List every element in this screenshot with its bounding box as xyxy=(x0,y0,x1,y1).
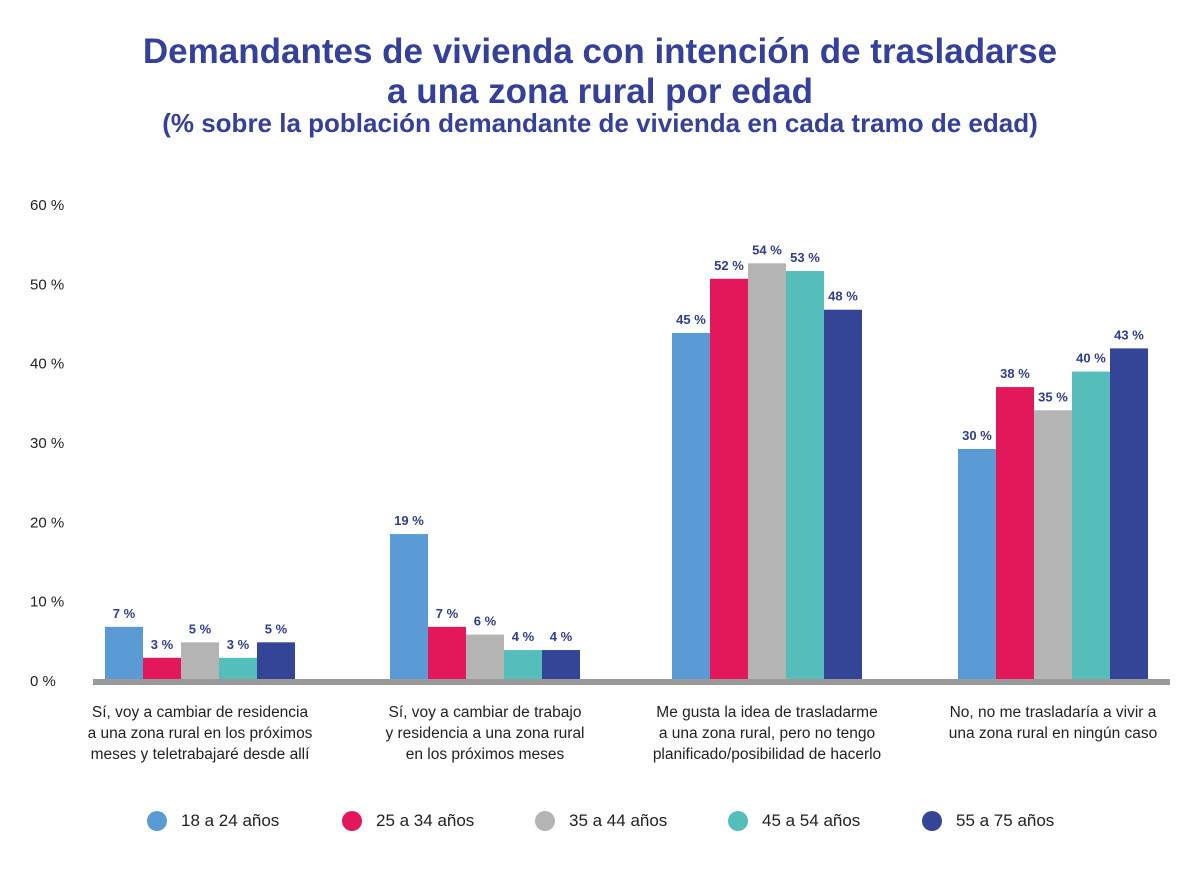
data-label: 4 % xyxy=(512,629,535,644)
category-label: Me gusta la idea de trasladarme a una zon… xyxy=(627,702,907,765)
y-tick-label: 40 % xyxy=(30,356,64,373)
legend-swatch xyxy=(728,811,748,831)
legend-item: 25 a 34 años xyxy=(342,811,474,831)
data-label: 38 % xyxy=(1000,366,1030,381)
bar xyxy=(748,263,786,681)
y-tick-label: 0 % xyxy=(30,673,56,690)
y-tick-label: 60 % xyxy=(30,197,64,214)
bar xyxy=(1110,348,1148,681)
data-label: 5 % xyxy=(189,621,212,636)
category-label-line: en los próximos meses xyxy=(405,746,565,763)
legend-item: 55 a 75 años xyxy=(922,811,1054,831)
data-label: 45 % xyxy=(676,312,706,327)
category-label-line: Sí, voy a cambiar de trabajo xyxy=(388,704,582,721)
data-label: 4 % xyxy=(550,629,573,644)
data-label: 43 % xyxy=(1114,327,1144,342)
bar xyxy=(542,650,580,681)
bar xyxy=(1072,371,1110,681)
legend-label: 45 a 54 años xyxy=(762,811,861,830)
bar xyxy=(390,534,428,681)
category-label: Sí, voy a cambiar de residencia a una zon… xyxy=(60,702,340,765)
legend-swatch xyxy=(535,811,555,831)
category-label-line: planificado/posibilidad de hacerlo xyxy=(652,746,882,763)
chart-title: Demandantes de vivienda con intención de… xyxy=(142,32,1058,111)
category-label-line: a una zona rural, pero no tengo xyxy=(658,725,876,742)
data-label: 7 % xyxy=(436,606,459,621)
bar xyxy=(219,657,257,681)
category-label-line: a una zona rural en los próximos xyxy=(87,725,313,742)
legend-item: 18 a 24 años xyxy=(147,811,279,831)
bar xyxy=(710,278,748,681)
bar xyxy=(672,332,710,681)
y-tick-label: 10 % xyxy=(30,594,64,611)
legend-swatch xyxy=(147,811,167,831)
category-label: No, no me trasladaría a vivir a una zona … xyxy=(913,702,1193,744)
y-tick-label: 20 % xyxy=(30,514,64,531)
data-label: 40 % xyxy=(1076,351,1106,366)
category-label-line: No, no me trasladaría a vivir a xyxy=(949,704,1157,721)
category-label-line: y residencia a una zona rural xyxy=(385,725,585,742)
chart-subtitle: (% sobre la población demandante de vivi… xyxy=(162,108,1038,138)
bar xyxy=(958,448,996,681)
category-label-line: Sí, voy a cambiar de residencia xyxy=(91,704,309,721)
legend-label: 25 a 34 años xyxy=(376,811,475,830)
bar xyxy=(1034,410,1072,681)
bar xyxy=(257,642,295,681)
data-label: 3 % xyxy=(227,637,250,652)
bar xyxy=(105,626,143,681)
data-label: 5 % xyxy=(265,621,288,636)
data-label: 19 % xyxy=(394,513,424,528)
data-label: 54 % xyxy=(752,242,782,257)
legend-item: 45 a 54 años xyxy=(728,811,860,831)
bar xyxy=(466,634,504,681)
legend-label: 55 a 75 años xyxy=(956,811,1055,830)
category-label-line: Me gusta la idea de trasladarme xyxy=(656,704,878,721)
y-tick-label: 30 % xyxy=(30,435,64,452)
data-label: 52 % xyxy=(714,258,744,273)
data-label: 53 % xyxy=(790,250,820,265)
legend-swatch xyxy=(342,811,362,831)
bar xyxy=(996,387,1034,681)
data-label: 35 % xyxy=(1038,389,1068,404)
bar xyxy=(181,642,219,681)
data-label: 48 % xyxy=(828,289,858,304)
legend-label: 18 a 24 años xyxy=(181,811,280,830)
y-tick-label: 50 % xyxy=(30,276,64,293)
category-label-line: una zona rural en ningún caso xyxy=(948,725,1158,742)
data-label: 3 % xyxy=(151,637,174,652)
category-label: Sí, voy a cambiar de trabajo y residencia… xyxy=(345,702,625,765)
category-label-line: meses y teletrabajaré desde allí xyxy=(90,746,310,763)
data-label: 30 % xyxy=(962,428,992,443)
data-label: 6 % xyxy=(474,614,497,629)
legend-item: 35 a 44 años xyxy=(535,811,667,831)
bar xyxy=(143,657,181,681)
legend-label: 35 a 44 años xyxy=(569,811,668,830)
bar xyxy=(428,626,466,681)
x-axis-line xyxy=(93,679,1170,685)
bar xyxy=(504,650,542,681)
bar xyxy=(786,271,824,681)
legend: 18 a 24 años 25 a 34 años 35 a 44 años 45 a… xyxy=(0,811,1200,835)
data-label: 7 % xyxy=(113,606,136,621)
legend-swatch xyxy=(922,811,942,831)
bar xyxy=(824,309,862,681)
